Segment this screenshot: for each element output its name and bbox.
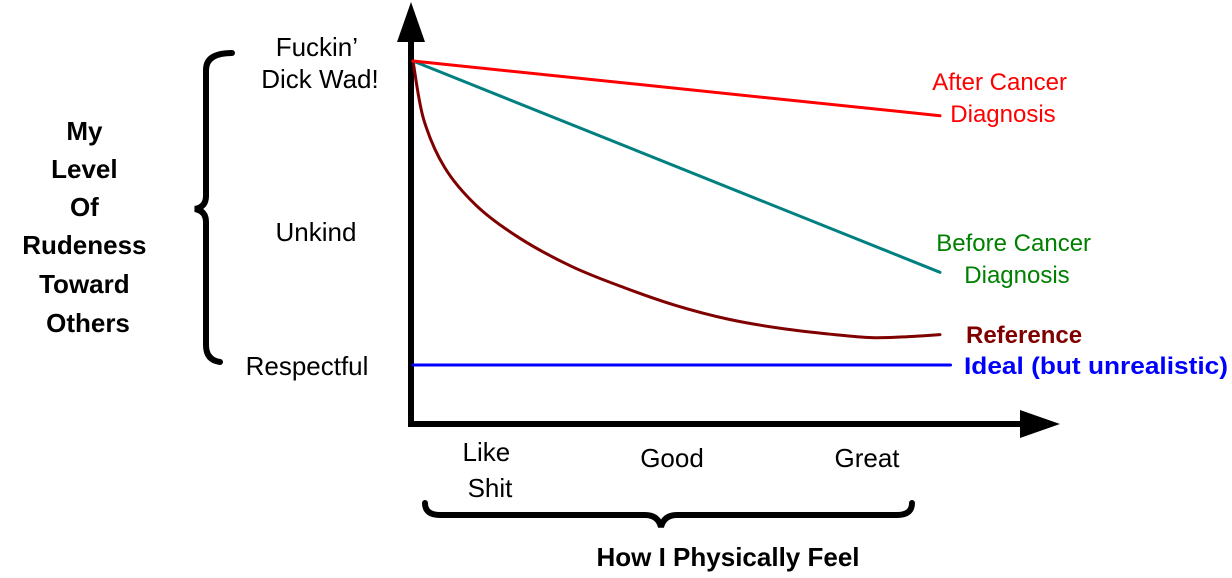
y-axis-title-line: Toward [39, 269, 130, 299]
axes [397, 2, 1060, 438]
y-axis-arrow-icon [397, 2, 425, 42]
x-tick-label-1: Like Shit [463, 437, 518, 503]
x-tick-label-2: Good [640, 443, 704, 473]
series-labels: After Cancer Diagnosis Before Cancer Dia… [932, 69, 1228, 380]
series-label-ideal: Ideal (but unrealistic) [964, 353, 1228, 380]
y-tick-labels: Fuckin’ Dick Wad! Unkind Respectful [246, 32, 379, 381]
y-tick-label-bottom: Respectful [246, 351, 369, 381]
x-tick-label-3: Great [834, 443, 900, 473]
x-tick-labels: Like Shit Good Great [463, 437, 901, 503]
y-axis-title-line: My [66, 116, 103, 146]
x-tick-label-line: Shit [468, 473, 514, 503]
series-label-reference: Reference [966, 322, 1082, 349]
series-line-reference [411, 59, 942, 340]
y-axis-title-line: Rudeness [22, 230, 146, 260]
y-axis-title: My Level Of Rudeness Toward Others [22, 116, 154, 338]
x-axis-title: How I Physically Feel [597, 542, 860, 572]
x-tick-label-line: Like [463, 437, 511, 467]
y-tick-label-top: Fuckin’ Dick Wad! [261, 32, 379, 94]
y-axis-brace-icon [194, 50, 235, 365]
y-axis-title-line: Level [51, 154, 118, 184]
x-axis-brace-icon [422, 500, 915, 528]
series-label-before-cancer: Before Cancer Diagnosis [936, 230, 1097, 289]
series-label-line: After Cancer [932, 69, 1067, 96]
series-label-line: Before Cancer [936, 230, 1091, 257]
series-label-line: Diagnosis [950, 101, 1055, 128]
y-tick-label-middle: Unkind [276, 217, 357, 247]
y-tick-label-line: Fuckin’ [276, 32, 358, 62]
series-label-line: Diagnosis [964, 262, 1069, 289]
series-label-after-cancer: After Cancer Diagnosis [932, 69, 1073, 128]
series-line-after-cancer [411, 59, 942, 118]
y-tick-label-line: Dick Wad! [261, 64, 379, 94]
series-line-before-cancer [411, 59, 942, 274]
x-axis-arrow-icon [1020, 410, 1060, 438]
series-layer [411, 59, 952, 367]
y-axis-title-line: Others [46, 308, 130, 338]
y-axis-title-line: Of [70, 192, 99, 222]
